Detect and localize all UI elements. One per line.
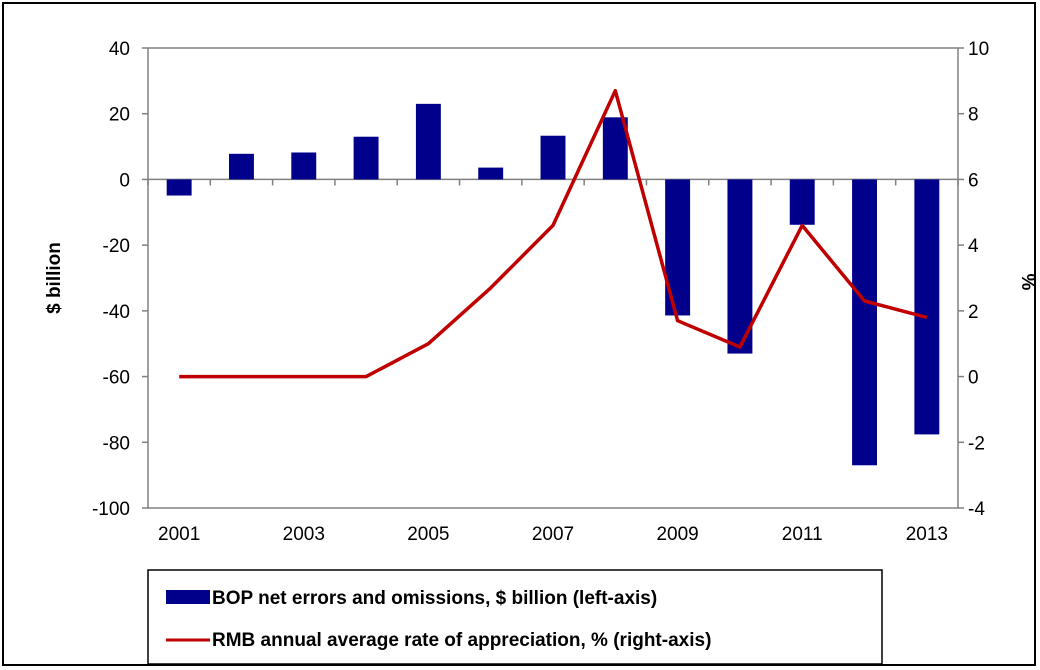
right-tick-label: 10 [968,39,989,60]
x-tick-label: 2001 [158,524,200,545]
legend-label-bar: BOP net errors and omissions, $ billion … [212,588,657,609]
legend: BOP net errors and omissions, $ billion … [147,569,883,665]
bar-2006 [478,167,504,180]
x-axis: 2001 2003 2005 2007 2009 2011 2013 [158,524,948,545]
plot-area [147,47,959,509]
x-tick-label: 2013 [906,524,948,545]
x-tick-label: 2009 [656,524,698,545]
x-tick-label: 2003 [283,524,325,545]
left-tick-label: -60 [103,368,130,389]
bar-2011 [789,179,815,225]
right-tick-label: 0 [968,368,979,389]
bar-2013 [914,179,940,435]
line-rmb-appreciation [179,88,928,379]
bar-series [166,103,940,466]
left-tick-label: 20 [109,105,130,126]
x-tick-label: 2005 [407,524,449,545]
left-tick-label: 40 [109,39,130,60]
bar-2002 [229,153,254,180]
bar-2004 [353,136,379,180]
right-tick-label: -4 [968,499,985,520]
left-tick-label: -40 [103,302,130,323]
x-tick-label: 2011 [782,524,823,545]
left-axis-title: $ billion [44,242,65,314]
legend-label-line: RMB annual average rate of appreciation,… [212,630,711,651]
left-axis: 40 20 0 -20 -40 -60 -80 -100 [92,39,148,520]
left-tick-label: -20 [103,236,130,257]
left-tick-label: -80 [103,433,130,454]
bar-2007 [540,135,566,180]
bar-2005 [415,103,441,180]
legend-box [147,569,883,665]
zero-baseline [147,178,959,186]
right-tick-label: 2 [968,302,979,323]
legend-swatch-bar [166,590,210,604]
bar-2012 [852,179,877,466]
right-tick-label: -2 [968,433,985,454]
right-tick-label: 6 [968,170,979,191]
line-series [179,88,928,379]
right-tick-label: 4 [968,236,979,257]
right-tick-label: 8 [968,105,979,126]
bar-2010 [727,179,753,354]
x-tick-label: 2007 [532,524,574,545]
left-tick-label: -100 [92,499,130,520]
right-axis-title: % [1017,274,1038,291]
bar-2001 [166,179,192,196]
left-tick-label: 0 [119,170,130,191]
right-axis: 10 8 6 4 2 0 -2 -4 [958,39,989,520]
bar-2003 [291,152,317,180]
